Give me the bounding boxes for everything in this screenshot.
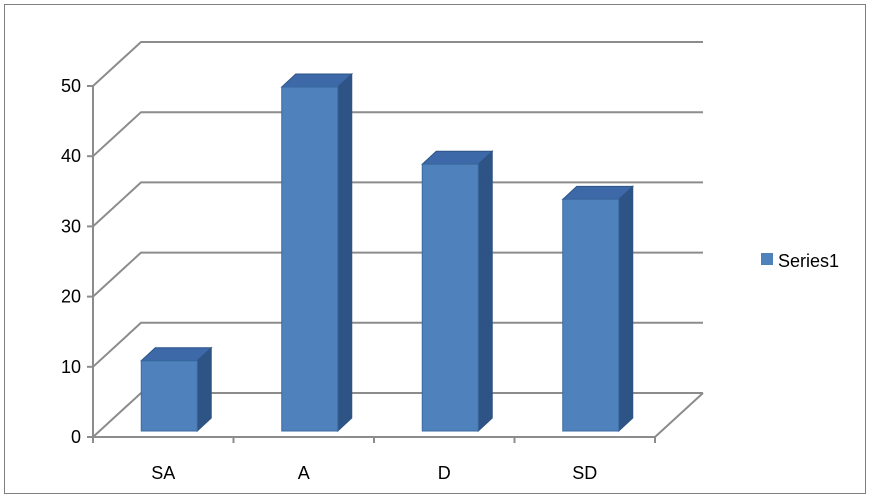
bar-side-sa: [196, 346, 212, 433]
gridline: [92, 181, 703, 228]
bar-front-a: [281, 86, 339, 432]
bar-side-d: [477, 150, 493, 433]
legend-label-series1: Series1: [778, 251, 839, 271]
y-tick-label: 0: [71, 427, 81, 447]
gridline: [92, 41, 703, 87]
y-tick-label: 10: [61, 357, 81, 377]
axes: [87, 85, 704, 443]
bar-a: [280, 72, 354, 433]
bar-front-sd: [562, 198, 620, 432]
bar-d: [420, 150, 494, 433]
y-tick-label: 30: [61, 216, 81, 236]
bar-chart: 0 10 20 30 40 50 SA A D SD Series1: [61, 41, 839, 483]
floor: [93, 393, 703, 437]
bar-sa: [139, 346, 213, 433]
bar-side-sd: [618, 185, 634, 433]
y-axis-tick-labels: 0 10 20 30 40 50: [61, 76, 81, 447]
gridline: [92, 321, 703, 368]
side-wall: [93, 42, 141, 437]
bar-sd: [561, 185, 635, 433]
bar-front-d: [421, 163, 479, 432]
bars: [139, 72, 635, 433]
x-axis-category-labels: SA A D SD: [151, 463, 597, 483]
x-category-label: D: [438, 463, 451, 483]
y-tick-label: 20: [61, 287, 81, 307]
legend: Series1: [761, 251, 839, 271]
legend-swatch-series1: [761, 253, 773, 265]
y-tick-label: 50: [61, 76, 81, 96]
gridline: [92, 111, 703, 157]
chart-frame: 0 10 20 30 40 50 SA A D SD Series1: [4, 4, 866, 494]
bar-front-sa: [140, 360, 198, 432]
y-tick-label: 40: [61, 146, 81, 166]
chart-walls: [93, 42, 703, 437]
x-category-label: SD: [572, 463, 597, 483]
bar-side-a: [337, 72, 353, 433]
x-category-label: A: [298, 463, 310, 483]
gridline: [92, 251, 703, 298]
x-category-label: SA: [151, 463, 175, 483]
